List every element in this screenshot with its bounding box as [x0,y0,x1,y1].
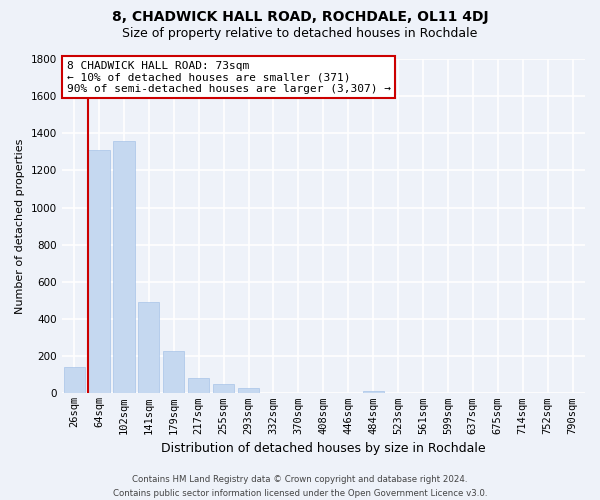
Bar [113,140,134,394]
Bar [163,350,184,394]
Text: Contains HM Land Registry data © Crown copyright and database right 2024.
Contai: Contains HM Land Registry data © Crown c… [113,476,487,498]
Bar [64,368,85,394]
Text: 8, CHADWICK HALL ROAD, ROCHDALE, OL11 4DJ: 8, CHADWICK HALL ROAD, ROCHDALE, OL11 4D… [112,10,488,24]
Bar [213,384,234,394]
X-axis label: Distribution of detached houses by size in Rochdale: Distribution of detached houses by size … [161,442,485,455]
Bar [188,378,209,394]
Text: 8 CHADWICK HALL ROAD: 73sqm
← 10% of detached houses are smaller (371)
90% of se: 8 CHADWICK HALL ROAD: 73sqm ← 10% of det… [67,60,391,94]
Bar [88,150,110,394]
Text: Size of property relative to detached houses in Rochdale: Size of property relative to detached ho… [122,28,478,40]
Bar [362,390,384,394]
Bar [238,388,259,394]
Y-axis label: Number of detached properties: Number of detached properties [15,138,25,314]
Bar [138,302,160,394]
